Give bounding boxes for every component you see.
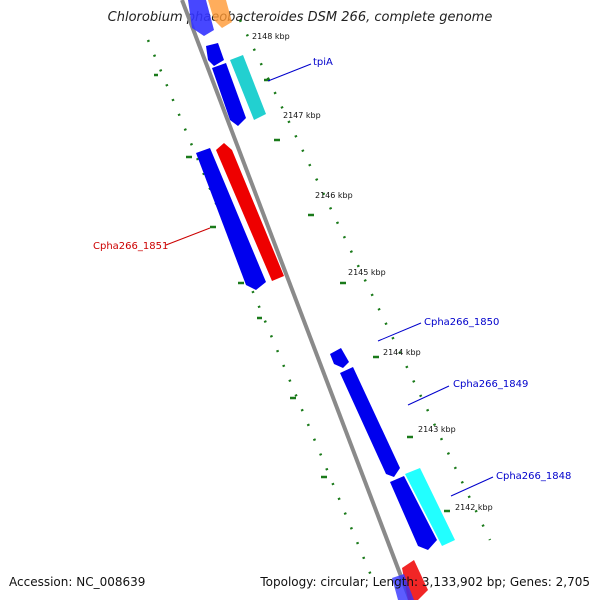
genome-backbone — [180, 0, 412, 600]
gene-top-blue[interactable] — [188, 0, 214, 36]
leader-Cpha266-1848 — [450, 476, 494, 497]
gene-Cpha266-1849[interactable] — [340, 367, 400, 477]
major-ticks — [154, 73, 450, 513]
inner-tick-track — [238, 19, 492, 541]
tick-label-2147: 2147 kbp — [283, 111, 321, 120]
tick-label-2148: 2148 kbp — [252, 32, 290, 41]
gene-label-Cpha266-1851[interactable]: Cpha266_1851 — [93, 241, 168, 252]
gene-label-Cpha266-1850[interactable]: Cpha266_1850 — [424, 317, 499, 328]
accession-label: Accession: NC_008639 — [9, 575, 146, 589]
tick-label-2144: 2144 kbp — [383, 348, 421, 357]
gene-bottom-blue[interactable] — [392, 574, 414, 600]
gene-top-orange[interactable] — [208, 0, 232, 28]
gene-label-Cpha266-1849[interactable]: Cpha266_1849 — [453, 379, 528, 390]
leader-Cpha266-1851 — [165, 227, 211, 246]
gene-label-Cpha266-1848[interactable]: Cpha266_1848 — [496, 471, 571, 482]
tick-label-2142: 2142 kbp — [455, 503, 493, 512]
gene-tpiA[interactable] — [230, 55, 266, 120]
topology-label: Topology: circular; Length: 3,133,902 bp… — [260, 575, 590, 589]
gene-Cpha266-1848[interactable] — [405, 468, 455, 546]
gene-Cpha266-1851[interactable] — [216, 143, 284, 281]
gene-label-tpiA[interactable]: tpiA — [313, 57, 333, 68]
leader-Cpha266-1849 — [407, 385, 450, 406]
tick-label-2145: 2145 kbp — [348, 268, 386, 277]
gene-forward-large[interactable] — [196, 148, 266, 290]
gene-tpiA-partner[interactable] — [212, 63, 246, 126]
gene-forward-bottom[interactable] — [390, 476, 437, 550]
leader-tpiA — [267, 63, 312, 82]
gene-Cpha266-1850[interactable] — [330, 348, 349, 368]
tick-label-2143: 2143 kbp — [418, 425, 456, 434]
outer-tick-track — [146, 39, 377, 586]
leader-Cpha266-1850 — [377, 322, 422, 342]
gene-arrow-small[interactable] — [206, 43, 224, 66]
tick-label-2146: 2146 kbp — [315, 191, 353, 200]
